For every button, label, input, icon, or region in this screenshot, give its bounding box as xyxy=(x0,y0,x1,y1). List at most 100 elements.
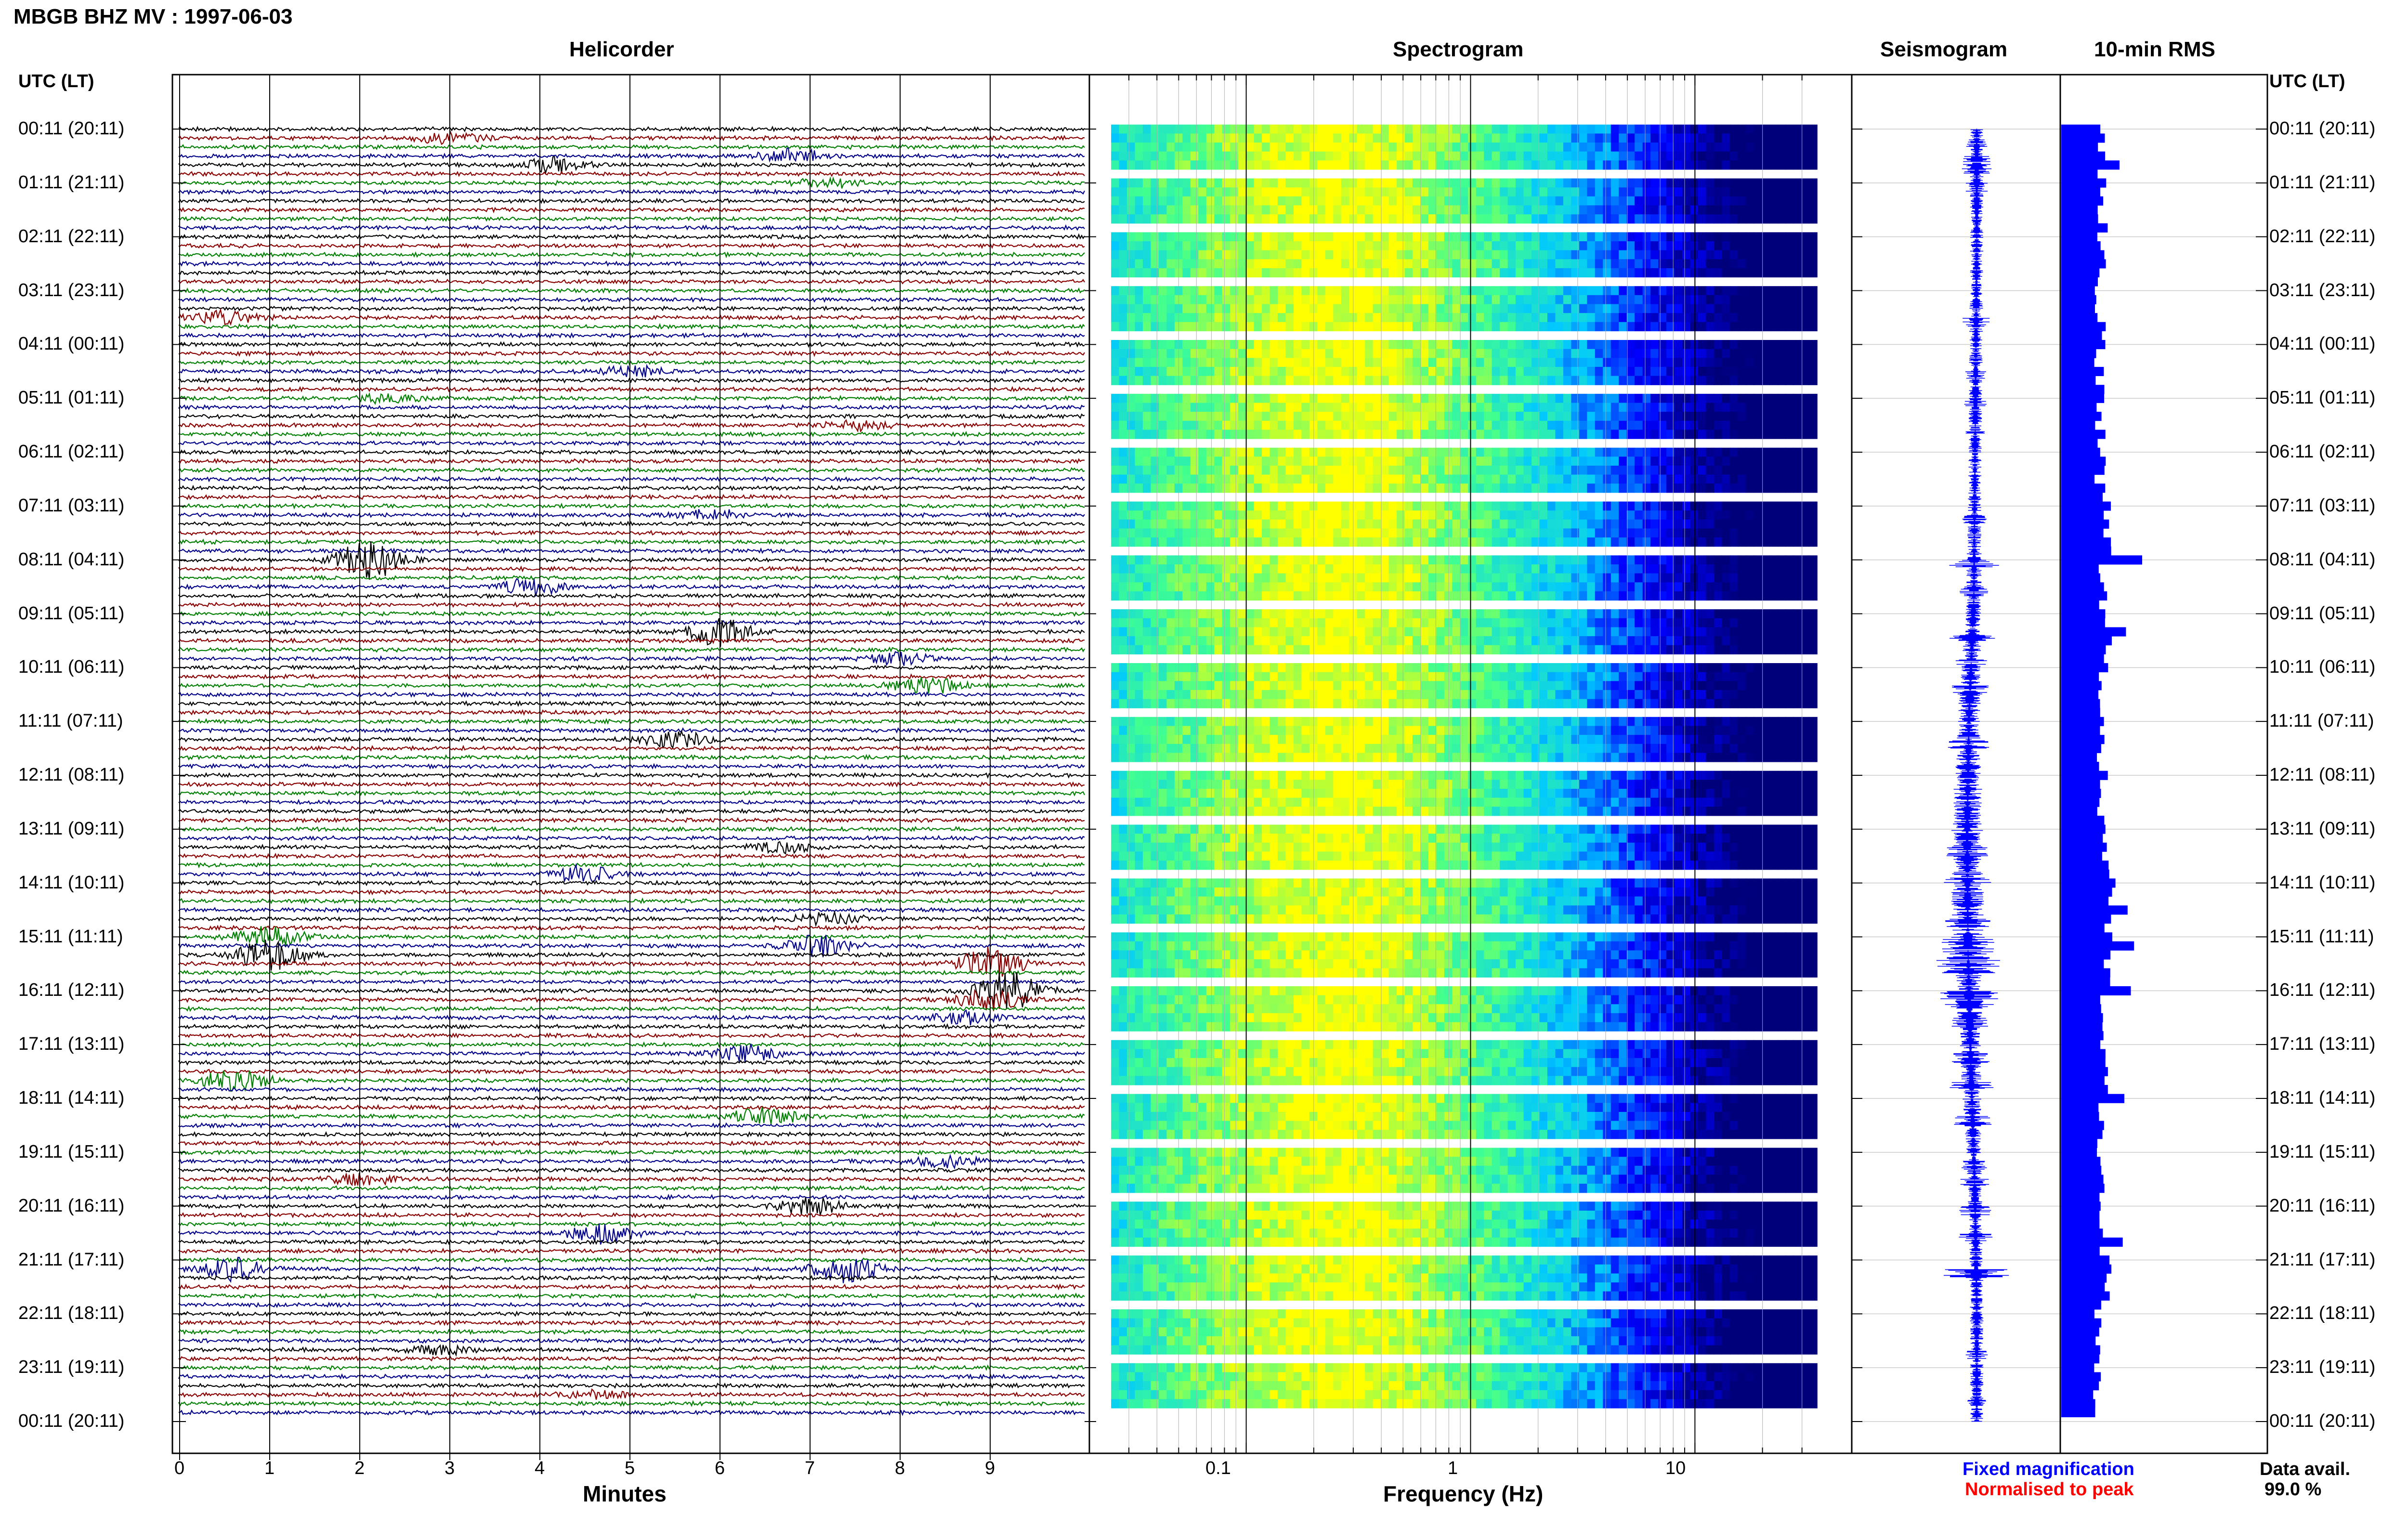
spectrogram-cell xyxy=(1262,618,1270,627)
spectrogram-cell xyxy=(1270,241,1278,250)
spectrogram-cell xyxy=(1436,421,1444,430)
spectrogram-cell xyxy=(1262,502,1270,511)
spectrogram-cell xyxy=(1119,214,1127,223)
spectrogram-cell xyxy=(1333,502,1341,511)
spectrogram-cell xyxy=(1690,475,1699,484)
spectrogram-cell xyxy=(1809,125,1818,134)
spectrogram-cell xyxy=(1341,636,1349,645)
spectrogram-cell xyxy=(1373,430,1381,439)
spectrogram-cell xyxy=(1556,358,1564,367)
spectrogram-cell xyxy=(1619,196,1627,206)
spectrogram-cell xyxy=(1214,520,1222,529)
spectrogram-cell xyxy=(1365,591,1373,600)
spectrogram-cell xyxy=(1381,241,1389,250)
spectrogram-cell xyxy=(1143,349,1151,358)
spectrogram-cell xyxy=(1508,179,1516,188)
spectrogram-cell xyxy=(1294,510,1302,520)
spectrogram-cell xyxy=(1492,214,1500,223)
spectrogram-cell xyxy=(1214,259,1222,268)
spectrogram-cell xyxy=(1587,214,1595,223)
spectrogram-cell xyxy=(1421,358,1429,367)
spectrogram-cell xyxy=(1381,304,1389,313)
spectrogram-cell xyxy=(1778,502,1786,511)
spectrogram-cell xyxy=(1182,636,1191,645)
spectrogram-cell xyxy=(1301,591,1309,600)
spectrogram-cell xyxy=(1587,232,1595,241)
spectrogram-cell xyxy=(1166,376,1175,385)
spectrogram-cell xyxy=(1468,205,1476,214)
spectrogram-cell xyxy=(1468,582,1476,591)
spectrogram-cell xyxy=(1381,340,1389,349)
spectrogram-cell xyxy=(1603,636,1611,645)
spectrogram-cell xyxy=(1738,555,1746,564)
spectrogram-cell xyxy=(1516,636,1524,645)
helicorder-trace xyxy=(179,666,1085,670)
spectrogram-cell xyxy=(1127,663,1135,672)
spectrogram-cell xyxy=(1643,564,1651,574)
helicorder-trace xyxy=(179,1010,1085,1025)
spectrogram-cell xyxy=(1785,313,1793,322)
spectrogram-cell xyxy=(1421,681,1429,690)
spectrogram-cell xyxy=(1246,143,1254,152)
spectrogram-cell xyxy=(1151,241,1159,250)
spectrogram-cell xyxy=(1468,663,1476,672)
spectrogram-cell xyxy=(1214,681,1222,690)
spectrogram-cell xyxy=(1650,394,1659,403)
spectrogram-cell xyxy=(1754,268,1762,277)
spectrogram-cell xyxy=(1547,179,1556,188)
spectrogram-cell xyxy=(1524,582,1532,591)
spectrogram-cell xyxy=(1762,232,1770,241)
spectrogram-cell xyxy=(1762,241,1770,250)
spectrogram-cell xyxy=(1373,358,1381,367)
spectrogram-cell xyxy=(1119,430,1127,439)
spectrogram-cell xyxy=(1119,699,1127,708)
spectrogram-cell xyxy=(1595,672,1603,681)
spectrogram-cell xyxy=(1413,483,1421,493)
spectrogram-cell xyxy=(1230,520,1238,529)
spectrogram-cell xyxy=(1769,205,1778,214)
spectrogram-cell xyxy=(1325,582,1334,591)
spectrogram-cell xyxy=(1484,510,1492,520)
spectrogram-cell xyxy=(1341,663,1349,672)
spectrogram-cell xyxy=(1500,448,1508,457)
spectrogram-cell xyxy=(1769,394,1778,403)
spectrogram-cell xyxy=(1135,205,1143,214)
spectrogram-cell xyxy=(1762,475,1770,484)
spectrogram-cell xyxy=(1675,340,1683,349)
spectrogram-cell xyxy=(1619,510,1627,520)
spectrogram-cell xyxy=(1476,475,1484,484)
spectrogram-cell xyxy=(1262,313,1270,322)
spectrogram-cell xyxy=(1119,466,1127,475)
spectrogram-cell xyxy=(1222,250,1230,260)
spectrogram-cell xyxy=(1373,681,1381,690)
spectrogram-cell xyxy=(1682,313,1690,322)
spectrogram-cell xyxy=(1325,510,1334,520)
spectrogram-cell xyxy=(1762,483,1770,493)
spectrogram-cell xyxy=(1333,259,1341,268)
spectrogram-cell xyxy=(1317,483,1325,493)
spectrogram-cell xyxy=(1405,268,1413,277)
spectrogram-cell xyxy=(1484,179,1492,188)
spectrogram-cell xyxy=(1191,259,1199,268)
spectrogram-cell xyxy=(1571,394,1579,403)
spectrogram-cell xyxy=(1531,286,1540,295)
spectrogram-cell xyxy=(1198,672,1206,681)
spectrogram-cell xyxy=(1540,313,1548,322)
spectrogram-cell xyxy=(1301,430,1309,439)
spectrogram-cell xyxy=(1397,412,1405,421)
spectrogram-cell xyxy=(1587,196,1595,206)
spectrogram-cell xyxy=(1151,322,1159,331)
spectrogram-cell xyxy=(1793,645,1802,654)
spectrogram-cell xyxy=(1754,349,1762,358)
spectrogram-cell xyxy=(1778,574,1786,583)
spectrogram-cell xyxy=(1460,205,1468,214)
spectrogram-cell xyxy=(1389,250,1397,260)
helicorder-trace xyxy=(179,244,1085,248)
spectrogram-cell xyxy=(1801,475,1809,484)
spectrogram-cell xyxy=(1111,618,1119,627)
spectrogram-cell xyxy=(1476,349,1484,358)
spectrogram-cell xyxy=(1373,232,1381,241)
spectrogram-cell xyxy=(1706,618,1714,627)
spectrogram-cell xyxy=(1540,528,1548,537)
spectrogram-cell xyxy=(1301,609,1309,618)
